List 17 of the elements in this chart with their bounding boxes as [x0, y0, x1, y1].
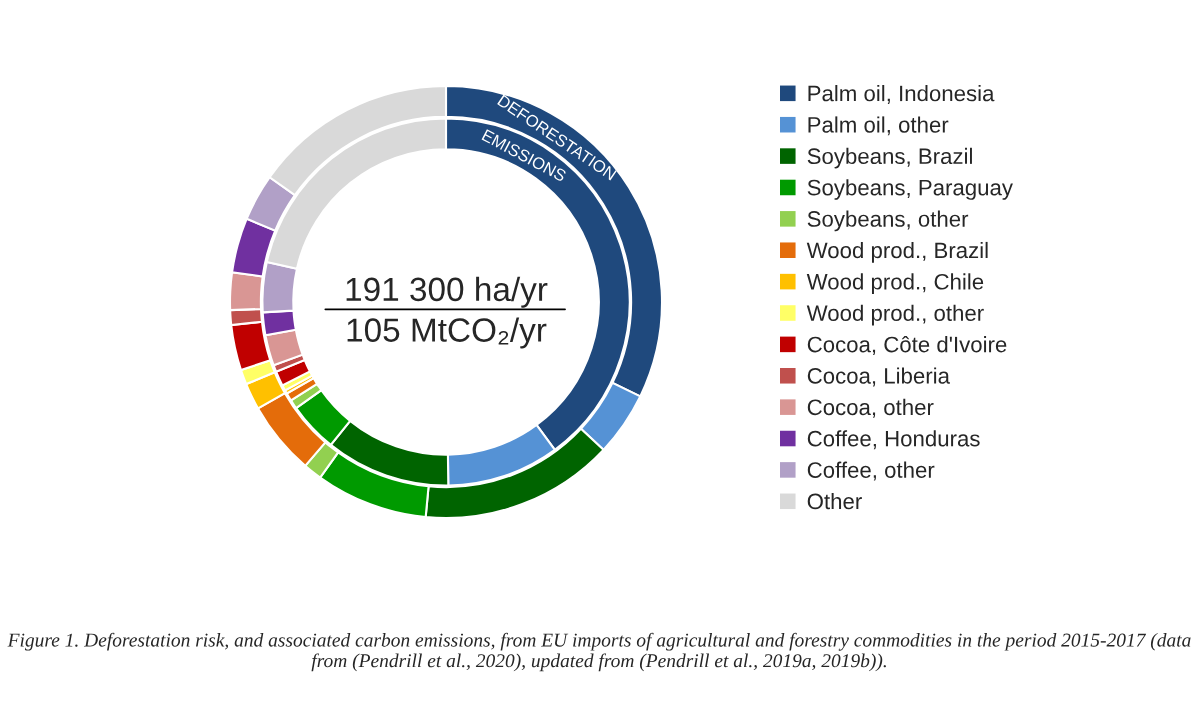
legend-label: Cocoa, Liberia [807, 367, 950, 387]
legend-label: Coffee, Honduras [807, 430, 980, 450]
legend-label: Other [807, 492, 862, 510]
legend-label: Palm oil, Indonesia [808, 85, 995, 104]
caption: Figure 1. Deforestation risk, and associated carbon emissions, from EU imports of agricultural and forestry commodities in the period 2015-2017 (data from (Pendrill et al., 2020), updated from (Pendrill et al., 2019a, 2019b)). [7, 632, 1191, 672]
legend-label: Palm oil, other [808, 116, 949, 136]
legend-label: Wood prod., Chile [806, 273, 984, 295]
legend-label: Wood prod., Brazil [806, 241, 988, 263]
legend-label: Soybeans, Paraguay [807, 179, 1013, 200]
legend-label: Cocoa, Côte d'Ivoire [807, 335, 1007, 355]
legend-label: Soybeans, other [807, 210, 969, 232]
legend-label: Wood prod., other [806, 304, 984, 326]
text: 105 MtCO₂/yr [347, 317, 547, 349]
legend-label: Cocoa, other [807, 398, 934, 418]
legend-label: Coffee, other [807, 461, 935, 481]
text: 191 300 ha/yr [346, 276, 548, 308]
legend-label: Soybeans, Brazil [807, 147, 972, 169]
